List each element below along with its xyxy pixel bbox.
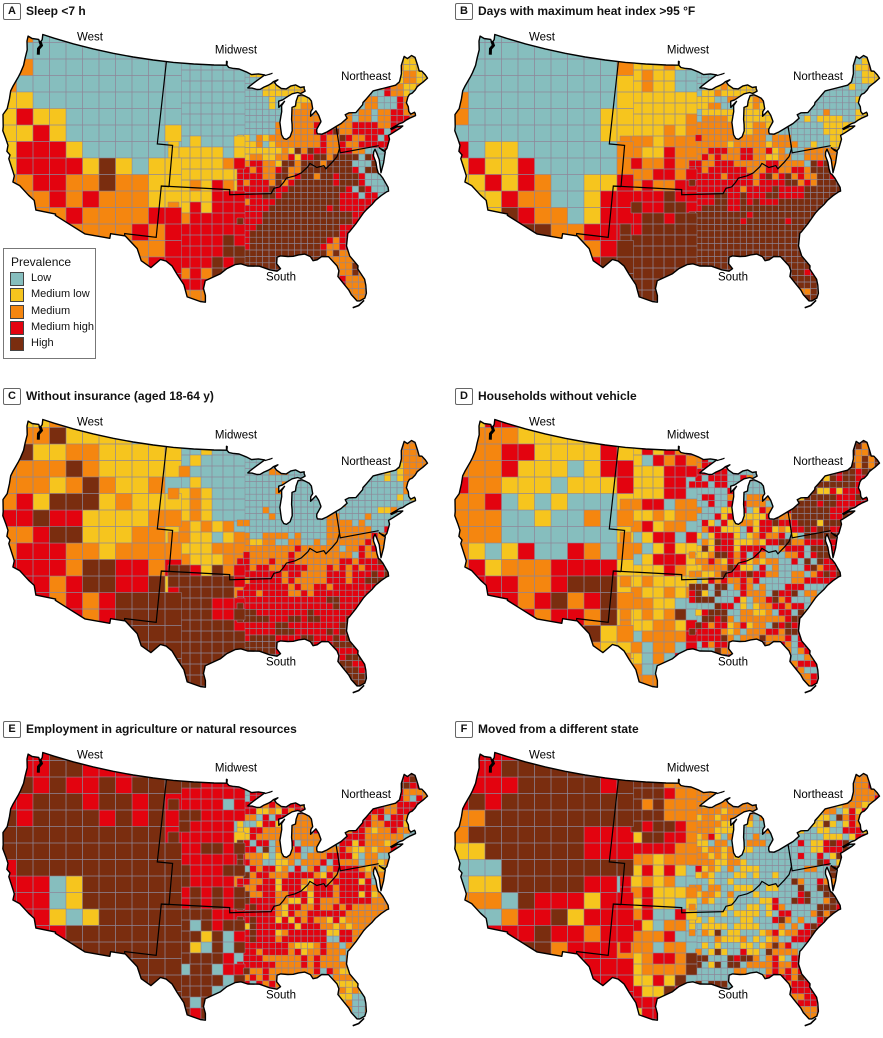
svg-text:Northeast: Northeast <box>341 789 392 801</box>
svg-text:West: West <box>529 750 556 762</box>
svg-text:West: West <box>77 32 104 44</box>
svg-text:Northeast: Northeast <box>793 71 844 83</box>
svg-text:South: South <box>718 990 748 1002</box>
svg-text:West: West <box>77 750 104 762</box>
svg-text:Midwest: Midwest <box>215 430 258 442</box>
svg-text:Midwest: Midwest <box>667 45 710 57</box>
svg-text:South: South <box>266 990 296 1002</box>
svg-text:Northeast: Northeast <box>341 456 392 468</box>
svg-text:Midwest: Midwest <box>667 430 710 442</box>
svg-text:Midwest: Midwest <box>215 45 258 57</box>
svg-text:South: South <box>266 272 296 284</box>
svg-text:South: South <box>718 657 748 669</box>
svg-text:Northeast: Northeast <box>793 789 844 801</box>
svg-text:Midwest: Midwest <box>215 763 258 775</box>
svg-text:Midwest: Midwest <box>667 763 710 775</box>
svg-text:West: West <box>529 32 556 44</box>
svg-text:West: West <box>77 417 104 429</box>
svg-text:West: West <box>529 417 556 429</box>
svg-text:Northeast: Northeast <box>793 456 844 468</box>
svg-text:Northeast: Northeast <box>341 71 392 83</box>
svg-text:South: South <box>718 272 748 284</box>
svg-text:South: South <box>266 657 296 669</box>
